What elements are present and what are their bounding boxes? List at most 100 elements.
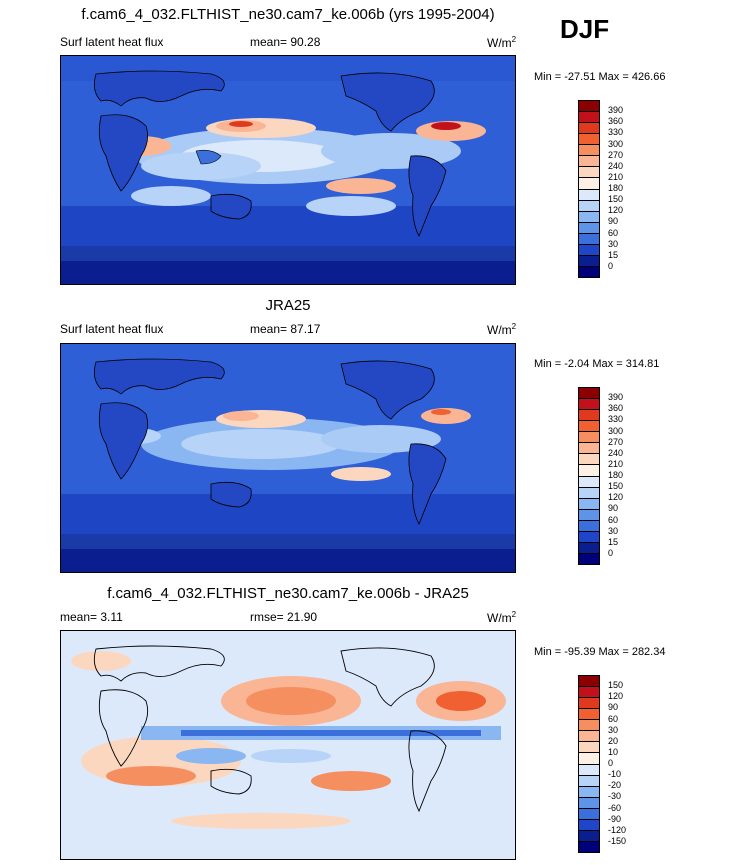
colorbar-swatch — [579, 808, 599, 820]
colorbar-tick-label: 60 — [608, 713, 619, 724]
panel2-units: W/m2 — [487, 322, 517, 337]
colorbar-swatch — [579, 465, 599, 477]
colorbar-swatch — [579, 388, 599, 400]
colorbar-tick-label: 150 — [608, 680, 624, 691]
colorbar-swatch — [579, 698, 599, 710]
colorbar-tick-label: 120 — [608, 492, 624, 503]
colorbar-swatch — [579, 720, 599, 732]
panel2-title: JRA25 — [265, 297, 311, 314]
panel2-left-label: Surf latent heat flux — [60, 322, 164, 336]
panel2-map — [60, 343, 516, 573]
colorbar-tick-label: 180 — [608, 183, 624, 193]
colorbar-tick-label: 330 — [608, 127, 624, 138]
panel3-colorbar-boxes — [578, 675, 600, 853]
colorbar-swatch — [579, 476, 599, 488]
colorbar-swatch — [579, 520, 599, 532]
colorbar-tick-label: 10 — [608, 746, 619, 757]
colorbar-swatch — [579, 443, 599, 455]
figure-title: f.cam6_4_032.FLTHIST_ne30.cam7_ke.006b (… — [81, 6, 495, 23]
panel3-minmax: Min = -95.39 Max = 282.34 — [534, 646, 666, 658]
colorbar-tick-label: 0 — [608, 260, 614, 271]
colorbar-swatch — [579, 454, 599, 466]
panel1-colorbar: 390 360 330 300 270 240 210 180 150 120 90 60 30 15 0 — [578, 100, 623, 278]
colorbar-tick-label: 150 — [608, 481, 624, 492]
colorbar-swatch — [579, 244, 599, 256]
colorbar-swatch — [579, 112, 599, 124]
colorbar-tick-label: 300 — [608, 425, 624, 436]
colorbar-tick-label: -120 — [608, 824, 627, 835]
panel2-map-plot — [61, 344, 515, 572]
colorbar-tick-label: 240 — [608, 447, 624, 458]
colorbar-swatch — [579, 709, 599, 721]
colorbar-tick-label: 180 — [608, 470, 624, 480]
panel2-minmax: Min = -2.04 Max = 314.81 — [534, 358, 660, 370]
colorbar-swatch — [579, 830, 599, 842]
colorbar-tick-label: 90 — [608, 216, 619, 227]
colorbar-tick-label: -90 — [608, 813, 622, 824]
colorbar-tick-label: 150 — [608, 194, 624, 205]
panel2-colorbar: 390 360 330 300 270 240 210 180 150 120 90 60 30 15 0 — [578, 387, 623, 565]
colorbar-tick-label: 210 — [608, 171, 624, 182]
panel3-colorbar: 150 120 90 60 30 20 10 0 -10 -20 -30 -60 -90 -120 -150 — [578, 675, 626, 853]
colorbar-tick-label: 360 — [608, 116, 624, 127]
panel1-minmax: Min = -27.51 Max = 426.66 — [534, 71, 666, 83]
panel1-units: W/m2 — [487, 35, 517, 50]
colorbar-tick-label: 390 — [608, 392, 624, 403]
colorbar-tick-label: -150 — [608, 835, 627, 846]
colorbar-tick-label: 0 — [608, 758, 614, 768]
colorbar-swatch — [579, 178, 599, 190]
colorbar-swatch — [579, 687, 599, 699]
colorbar-tick-label: 300 — [608, 138, 624, 149]
colorbar-swatch — [579, 775, 599, 787]
colorbar-swatch — [579, 266, 599, 277]
colorbar-tick-label: -10 — [608, 769, 622, 780]
colorbar-tick-label: 30 — [608, 724, 619, 735]
colorbar-swatch — [579, 676, 599, 688]
colorbar-tick-label: 0 — [608, 547, 614, 558]
colorbar-tick-label: 15 — [608, 249, 619, 260]
panel3-map — [60, 630, 516, 860]
colorbar-tick-label: 90 — [608, 702, 619, 713]
colorbar-swatch — [579, 742, 599, 754]
colorbar-tick-label: -20 — [608, 780, 622, 791]
colorbar-tick-label: 210 — [608, 458, 624, 469]
colorbar-tick-label: 120 — [608, 691, 624, 702]
panel2-colorbar-boxes — [578, 387, 600, 565]
colorbar-swatch — [579, 255, 599, 267]
season-label: DJF — [560, 14, 610, 44]
colorbar-swatch — [579, 101, 599, 113]
colorbar-swatch — [579, 410, 599, 422]
colorbar-swatch — [579, 211, 599, 223]
colorbar-swatch — [579, 509, 599, 521]
colorbar-swatch — [579, 797, 599, 809]
colorbar-tick-label: -60 — [608, 802, 622, 813]
colorbar-swatch — [579, 553, 599, 564]
panel3-title: f.cam6_4_032.FLTHIST_ne30.cam7_ke.006b -… — [107, 585, 469, 602]
colorbar-tick-label: 270 — [608, 436, 624, 447]
colorbar-tick-label: 270 — [608, 149, 624, 160]
colorbar-swatch — [579, 487, 599, 499]
colorbar-swatch — [579, 421, 599, 433]
colorbar-swatch — [579, 156, 599, 168]
colorbar-tick-label: 15 — [608, 536, 619, 547]
colorbar-tick-label: 390 — [608, 105, 624, 116]
panel1-map — [60, 55, 516, 285]
panel1-colorbar-boxes — [578, 100, 600, 278]
colorbar-swatch — [579, 134, 599, 146]
colorbar-swatch — [579, 753, 599, 765]
panel3-map-plot — [61, 631, 515, 859]
colorbar-swatch — [579, 542, 599, 554]
colorbar-tick-label: 30 — [608, 525, 619, 536]
colorbar-tick-label: 60 — [608, 514, 619, 525]
colorbar-swatch — [579, 200, 599, 212]
colorbar-swatch — [579, 731, 599, 743]
panel3-rmse-label: rmse= 21.90 — [250, 610, 318, 624]
colorbar-tick-label: 330 — [608, 414, 624, 425]
colorbar-swatch — [579, 145, 599, 157]
panel1-left-label: Surf latent heat flux — [60, 35, 164, 49]
colorbar-swatch — [579, 841, 599, 852]
colorbar-tick-label: -30 — [608, 791, 622, 802]
panel3-units: W/m2 — [487, 610, 517, 625]
colorbar-tick-label: 240 — [608, 160, 624, 171]
colorbar-tick-label: 30 — [608, 238, 619, 249]
